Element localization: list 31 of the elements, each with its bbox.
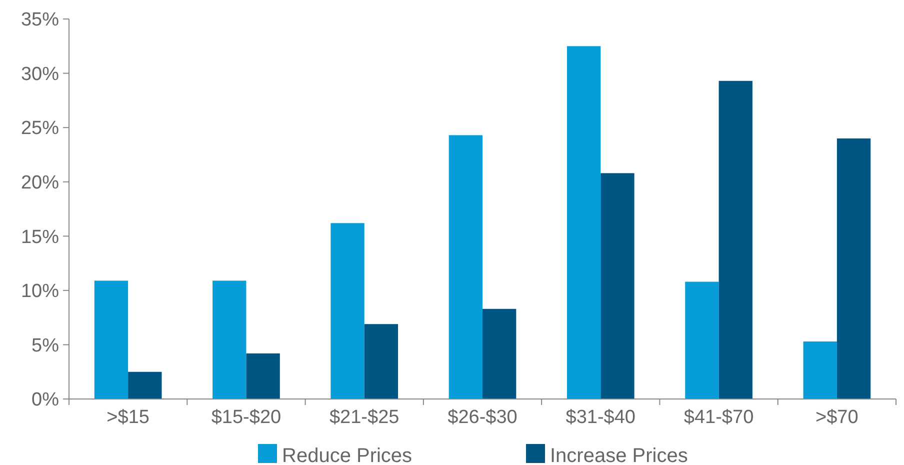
y-tick-label: 20%: [20, 172, 60, 194]
legend-label: Increase Prices: [550, 445, 688, 465]
x-tick-label: $15-$20: [211, 407, 282, 428]
y-tick-label: 35%: [20, 10, 60, 31]
y-tick-label: 5%: [32, 335, 60, 356]
bar: [448, 135, 482, 399]
bar: [364, 324, 398, 399]
bar: [718, 80, 752, 399]
y-tick-label: 15%: [20, 226, 60, 248]
bar: [600, 173, 634, 399]
x-tick-label: $31-$40: [566, 407, 636, 428]
bar: [566, 46, 601, 399]
legend-label: Reduce Prices: [282, 445, 412, 465]
bar: [212, 280, 246, 399]
y-tick-label: 0%: [32, 390, 60, 411]
bar: [246, 353, 280, 399]
x-tick-label: $26-$30: [448, 407, 518, 428]
bar: [685, 282, 719, 399]
bar: [836, 138, 871, 399]
bar: [94, 280, 128, 399]
y-tick-label: 30%: [20, 64, 60, 85]
x-tick-label: >$70: [816, 407, 858, 428]
bar: [330, 223, 364, 399]
x-tick-label: $41-$70: [684, 407, 754, 428]
bar: [803, 341, 837, 399]
x-tick-label: >$15: [106, 407, 150, 428]
y-tick-label: 10%: [20, 281, 60, 302]
y-tick-label: 25%: [20, 118, 60, 140]
x-tick-label: $21-$25: [329, 407, 400, 428]
bar: [482, 308, 516, 399]
bar: [128, 372, 162, 399]
